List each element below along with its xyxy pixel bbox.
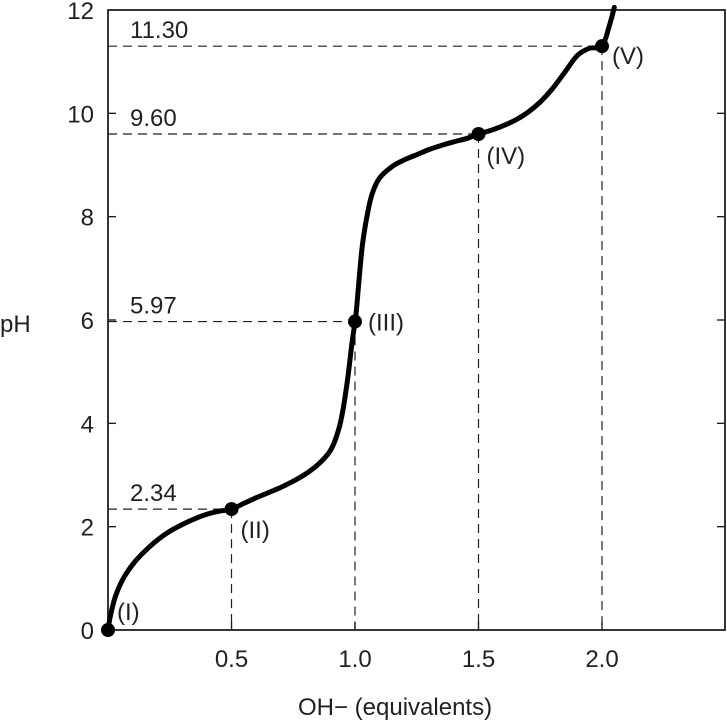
point-label: (I) (117, 599, 140, 626)
y-tick-label: 2 (81, 515, 94, 542)
data-point (595, 39, 609, 54)
reference-lines (108, 45, 603, 630)
x-tick-label: 0.5 (215, 646, 248, 673)
y-axis-title: pH (0, 311, 31, 338)
y-tick-label: 10 (67, 101, 94, 128)
pH-value-label: 9.60 (130, 105, 177, 132)
y-tick-label: 0 (81, 618, 94, 645)
pH-value-annotations: 2.34 5.97 9.60 11.30 (130, 17, 188, 507)
point-labels: (I) (II) (III) (IV) (V) (117, 43, 644, 626)
pH-value-label: 5.97 (130, 293, 177, 320)
x-tick-label: 1.5 (462, 646, 495, 673)
pH-value-label: 2.34 (130, 480, 177, 507)
plot-frame (107, 9, 726, 631)
data-point (471, 127, 486, 141)
y-tick-label: 4 (81, 411, 94, 438)
y-tick-label: 8 (81, 205, 94, 232)
x-axis-title: OH− (equivalents) (298, 694, 492, 721)
x-tick-label: 1.0 (338, 646, 371, 673)
point-label: (V) (612, 43, 644, 70)
point-label: (III) (368, 310, 404, 337)
pH-value-label: 11.30 (130, 17, 188, 44)
tick-labels: 0 2 4 6 8 10 12 0.5 1.0 1.5 2.0 (67, 0, 618, 673)
data-point (224, 502, 239, 517)
y-tick-label: 6 (81, 308, 94, 335)
data-point (101, 623, 115, 637)
point-label: (IV) (487, 143, 526, 170)
axis-ticks (108, 112, 725, 630)
y-tick-label: 12 (67, 0, 94, 25)
point-label: (II) (241, 517, 270, 544)
key-points (101, 39, 609, 637)
data-point (348, 314, 362, 329)
x-tick-label: 2.0 (585, 646, 618, 673)
